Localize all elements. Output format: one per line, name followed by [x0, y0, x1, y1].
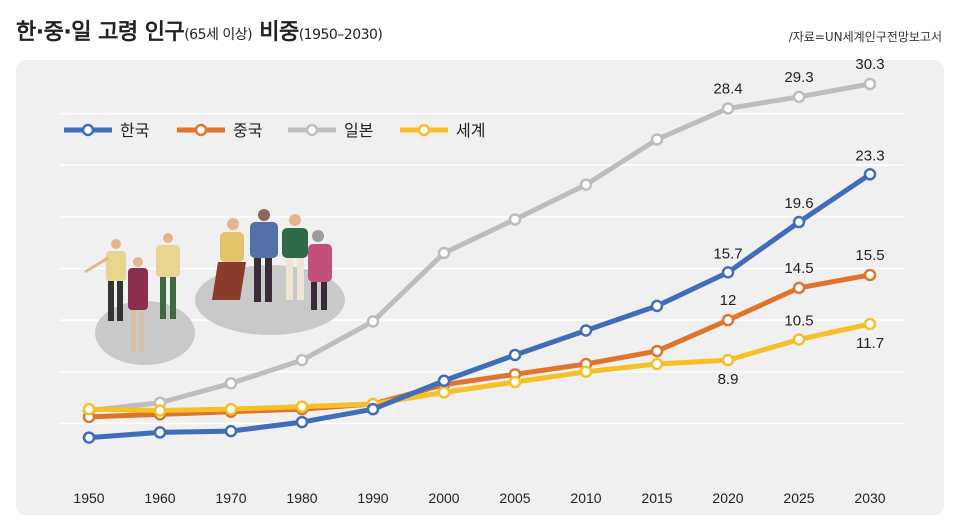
- data-point-korea: [579, 324, 593, 337]
- legend-marker-korea: [81, 123, 95, 137]
- data-point-japan: [863, 77, 877, 91]
- x-tick-label: 2030: [854, 490, 885, 506]
- data-label-world: 11.7: [856, 335, 884, 352]
- data-point-korea: [224, 424, 238, 438]
- data-point-world: [153, 404, 167, 417]
- legend-marker-china: [194, 123, 208, 137]
- title-main: 한·중·일 고령 인구: [16, 20, 185, 45]
- person-icon: [308, 230, 332, 310]
- data-label-korea: 15.7: [713, 245, 742, 262]
- person-icon: [250, 209, 278, 302]
- person-icon: [156, 233, 180, 319]
- series-line-china: [88, 272, 871, 420]
- series-line-japan: [88, 81, 871, 413]
- grid-lines: [60, 112, 905, 425]
- data-point-korea: [650, 299, 664, 313]
- data-point-japan: [508, 213, 522, 226]
- x-tick-label: 2020: [712, 490, 743, 506]
- legend-label-china: 중국: [233, 121, 262, 140]
- x-tick-label: 2000: [428, 490, 459, 506]
- data-point-world: [721, 353, 735, 367]
- person-icon: [212, 218, 246, 300]
- data-point-korea: [153, 426, 167, 439]
- x-tick-label: 1970: [215, 490, 246, 506]
- data-point-china: [792, 281, 806, 295]
- x-axis: 1950 1960 1970 1980 1990 2000 2005 2010 2015 2020…: [73, 490, 885, 506]
- x-tick-label: 1980: [286, 490, 317, 506]
- source-note: /자료=UN세계인구전망보고서: [788, 30, 942, 44]
- legend-marker-world: [417, 123, 431, 137]
- data-label-china: 14.5: [784, 260, 813, 277]
- legend-label-korea: 한국: [120, 121, 149, 140]
- data-point-korea: [295, 415, 309, 429]
- data-label-japan: 30.3: [855, 56, 884, 73]
- x-tick-label: 2015: [641, 490, 672, 506]
- series-line-world: [88, 321, 871, 413]
- data-point-korea: [863, 168, 877, 181]
- elderly-people-illustration: [84, 209, 345, 365]
- data-point-japan: [721, 102, 735, 115]
- data-label-korea: 23.3: [855, 147, 884, 164]
- data-label-japan: 28.4: [713, 80, 742, 97]
- data-point-japan: [792, 90, 806, 104]
- data-label-japan: 29.3: [784, 69, 813, 86]
- data-point-japan: [579, 178, 593, 191]
- data-point-japan: [437, 246, 451, 260]
- data-labels: 15.7 19.6 23.3 12 14.5 15.5 28.4 29.3 30.3 8.9 10.…: [713, 56, 884, 388]
- data-point-korea: [437, 374, 451, 388]
- title-main2: 비중: [252, 20, 299, 45]
- data-point-world: [224, 402, 238, 416]
- person-icon: [282, 214, 308, 300]
- person-icon: [84, 239, 126, 321]
- legend: 한국 중국 일본 세계: [64, 121, 485, 140]
- data-point-japan: [224, 377, 238, 390]
- title-sub2: (1950–2030): [298, 27, 383, 43]
- data-label-china: 12: [720, 292, 737, 309]
- data-point-world: [792, 333, 806, 346]
- data-point-world: [863, 317, 877, 331]
- data-point-world: [579, 365, 593, 378]
- data-point-world: [508, 375, 522, 389]
- x-tick-label: 2005: [499, 490, 530, 506]
- data-point-world: [295, 400, 309, 413]
- legend-label-world: 세계: [456, 121, 485, 140]
- title-sub1: (65세 이상): [184, 27, 253, 43]
- series-line-korea: [88, 172, 872, 441]
- data-point-japan: [295, 353, 309, 367]
- person-icon: [128, 257, 148, 352]
- page-title: 한·중·일 고령 인구(65세 이상) 비중(1950–2030): [16, 14, 383, 46]
- data-point-china: [650, 344, 664, 358]
- data-point-japan: [650, 133, 664, 146]
- legend-marker-japan: [305, 123, 319, 137]
- legend-label-japan: 일본: [344, 121, 373, 140]
- data-label-korea: 19.6: [784, 195, 813, 212]
- data-point-korea: [721, 266, 735, 279]
- data-point-korea: [82, 431, 96, 444]
- data-point-world: [437, 386, 451, 399]
- data-point-world: [650, 357, 664, 371]
- series-lines: [82, 77, 877, 444]
- data-label-world: 10.5: [784, 312, 813, 329]
- x-tick-label: 1950: [73, 490, 104, 506]
- data-label-china: 15.5: [855, 247, 884, 264]
- x-tick-label: 1990: [357, 490, 388, 506]
- x-tick-label: 2025: [783, 490, 814, 506]
- data-point-china: [863, 268, 877, 282]
- data-point-japan: [366, 315, 380, 328]
- data-point-china: [721, 313, 735, 327]
- x-tick-label: 1960: [144, 490, 175, 506]
- data-point-korea: [366, 402, 380, 416]
- data-point-korea: [508, 348, 522, 362]
- x-tick-label: 2010: [570, 490, 601, 506]
- data-point-world: [82, 402, 96, 416]
- data-point-korea: [792, 215, 806, 229]
- data-label-world: 8.9: [718, 371, 739, 388]
